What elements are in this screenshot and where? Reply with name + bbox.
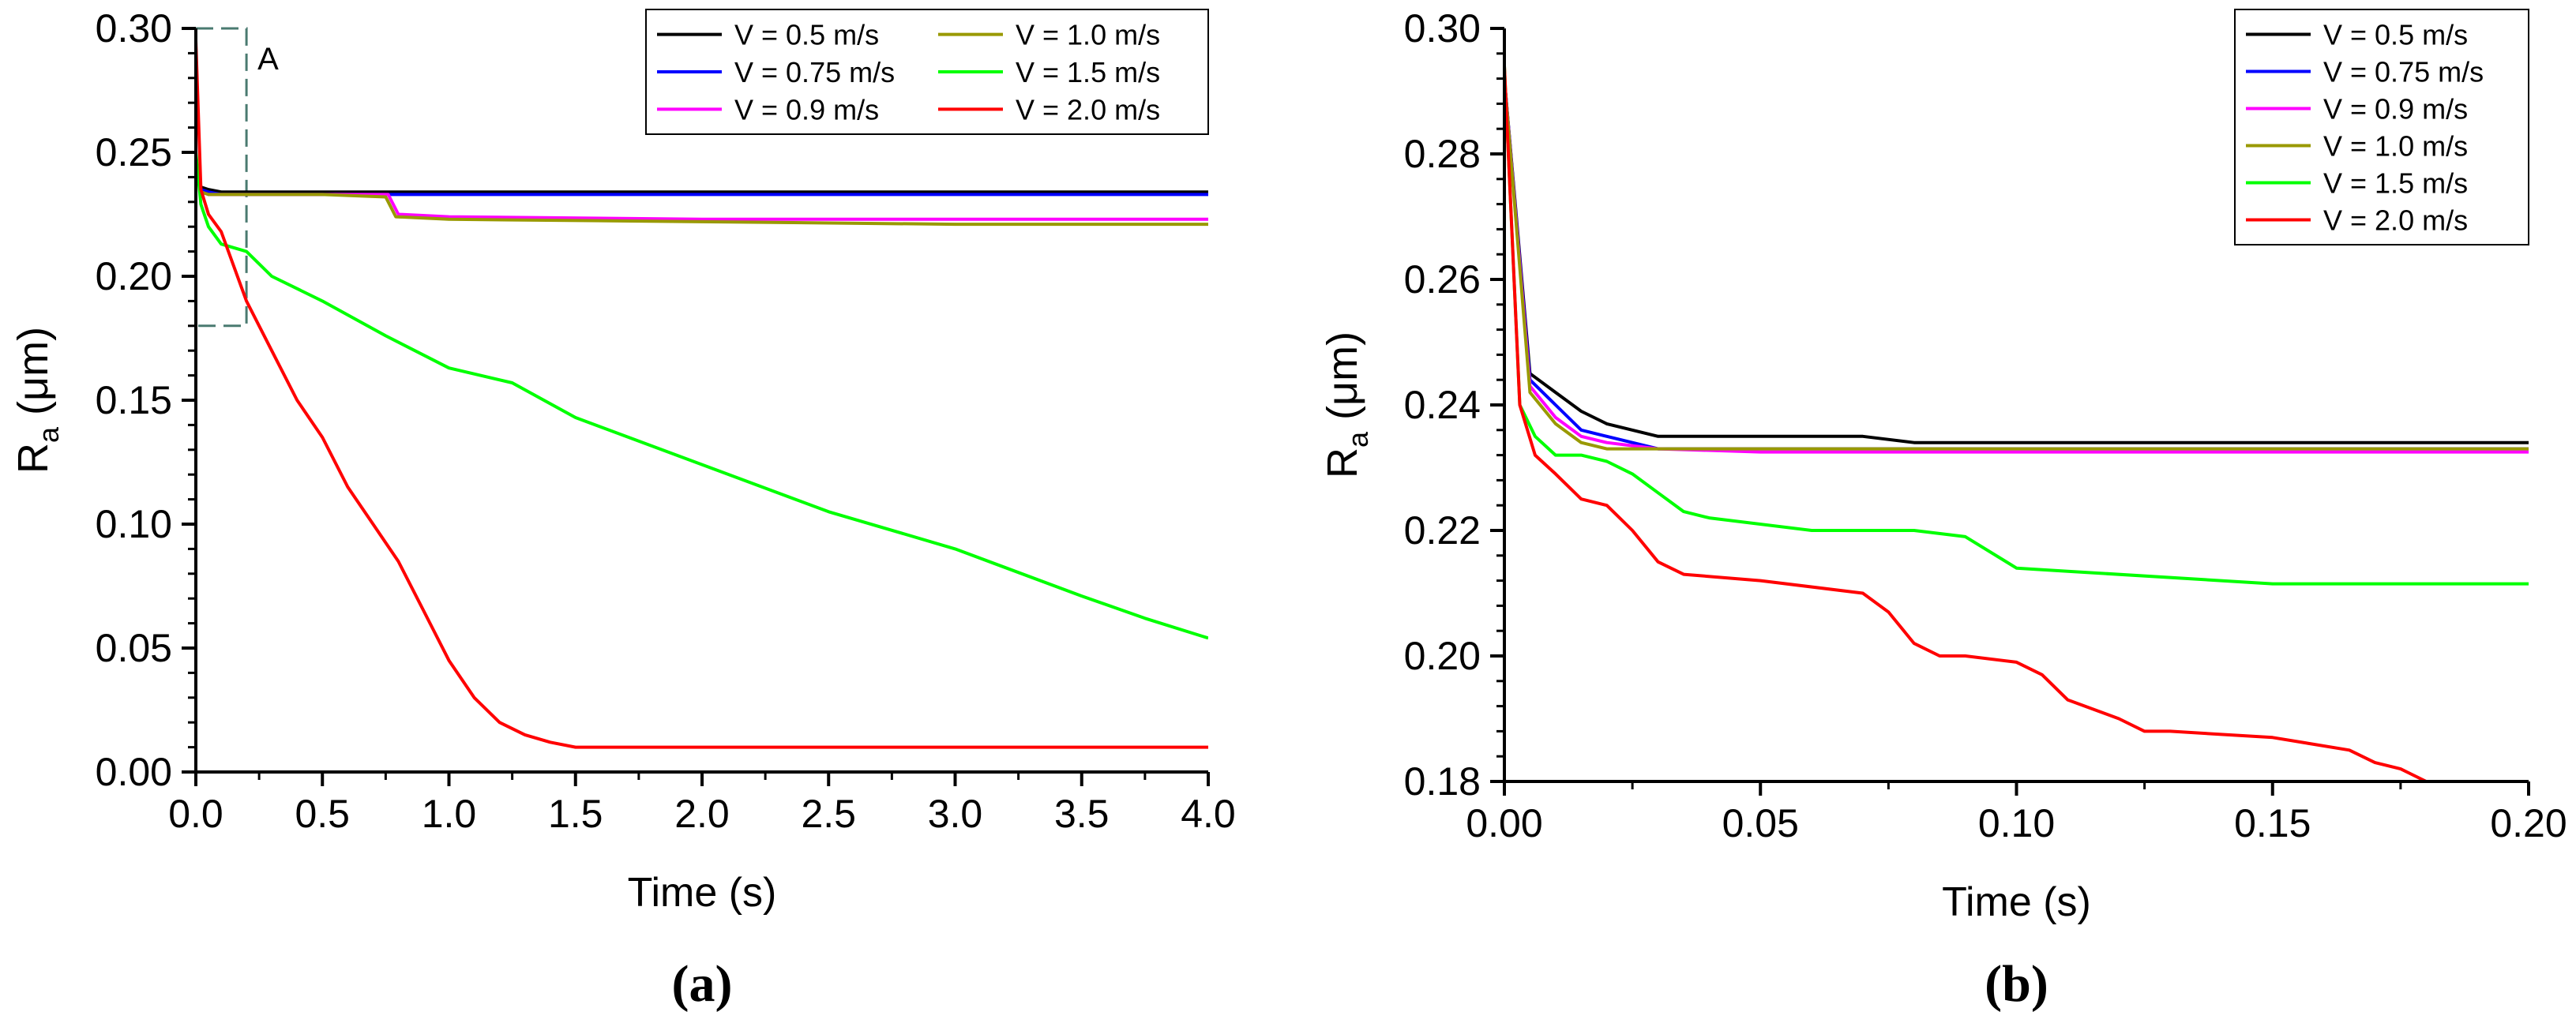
series-line-4 [1504,78,2529,451]
y-tick-label: 0.25 [96,130,172,174]
y-axis-label-unit: (μm) [1319,332,1366,432]
legend-label: V = 0.5 m/s [734,19,879,51]
y-axis-label: Ra (μm) [1319,332,1374,478]
x-tick-label: 3.5 [1054,792,1110,836]
x-tick-label: 0.15 [2234,801,2311,845]
legend-label: V = 2.0 m/s [1016,93,1160,126]
x-tick-label: 0.10 [1978,801,2055,845]
legend-label: V = 1.0 m/s [1016,19,1160,51]
series-line-2 [196,164,1208,197]
y-tick-label: 0.10 [96,502,172,546]
series-line-5 [196,152,1208,640]
series-line-5 [1504,66,2529,586]
y-axis-label: Ra (μm) [9,327,65,474]
y-axis-label-sub: a [32,426,65,443]
y-tick-label: 0.22 [1404,508,1481,553]
y-tick-label: 0.20 [1404,634,1481,678]
legend-label: V = 0.9 m/s [734,93,879,126]
x-tick-label: 2.0 [674,792,730,836]
x-tick-label: 4.0 [1181,792,1236,836]
x-tick-label: 3.0 [928,792,983,836]
legend-label: V = 0.9 m/s [2323,93,2468,126]
y-axis-label-main: R [1319,448,1366,478]
legend-box [645,9,1209,135]
series-line-6 [196,40,1208,749]
annotation-label: A [257,42,279,77]
series-line-4 [196,164,1208,227]
series-line-3 [1504,78,2529,454]
series-line-1 [1504,78,2529,444]
series-line-6 [1504,66,2428,781]
y-tick-label: 0.05 [96,626,172,670]
x-tick-label: 2.5 [801,792,856,836]
legend-box [2234,9,2529,245]
legend-label: V = 0.75 m/s [734,56,895,88]
y-tick-label: 0.20 [96,254,172,298]
legend-label: V = 1.5 m/s [2323,167,2468,200]
y-tick-label: 0.30 [96,6,172,51]
y-tick-label: 0.15 [96,378,172,422]
chart-panel-b: 0.00 0.05 0.10 0.15 0.20 0.18 0.20 0.22 0.24 0.26… [1319,6,2567,1013]
legend-label: V = 1.0 m/s [2323,130,2468,163]
legend-label: V = 0.5 m/s [2323,19,2468,51]
y-tick-label: 0.24 [1404,383,1481,427]
panel-label: (a) [672,955,733,1013]
y-axis-label-sub: a [1342,431,1374,448]
x-axis-label: Time (s) [1942,879,2091,925]
x-axis-label: Time (s) [628,870,777,916]
x-tick-label: 0.5 [295,792,350,836]
x-tick-label: 1.5 [548,792,603,836]
y-tick-label: 0.18 [1404,759,1481,804]
x-tick-label: 0.0 [168,792,223,836]
legend-label: V = 1.5 m/s [1016,56,1160,88]
y-tick-label: 0.26 [1404,257,1481,302]
chart-panel-a: A 0.0 0.5 1.0 1.5 2.0 2.5 3.0 3.5 4.0 0.00 0.05 0.10… [9,6,1236,1013]
panel-label: (b) [1985,955,2048,1013]
legend-label: V = 0.75 m/s [2323,56,2484,88]
y-tick-label: 0.28 [1404,132,1481,176]
y-tick-label: 0.30 [1404,6,1481,51]
x-tick-label: 0.05 [1722,801,1799,845]
x-tick-label: 1.0 [422,792,477,836]
legend-label: V = 2.0 m/s [2323,204,2468,237]
series-line-1 [196,164,1208,194]
x-tick-label: 0.20 [2490,801,2567,845]
y-tick-label: 0.00 [96,750,172,794]
x-tick-label: 0.00 [1466,801,1542,845]
y-axis-label-main: R [9,443,57,474]
y-axis-label-unit: (μm) [9,327,57,427]
